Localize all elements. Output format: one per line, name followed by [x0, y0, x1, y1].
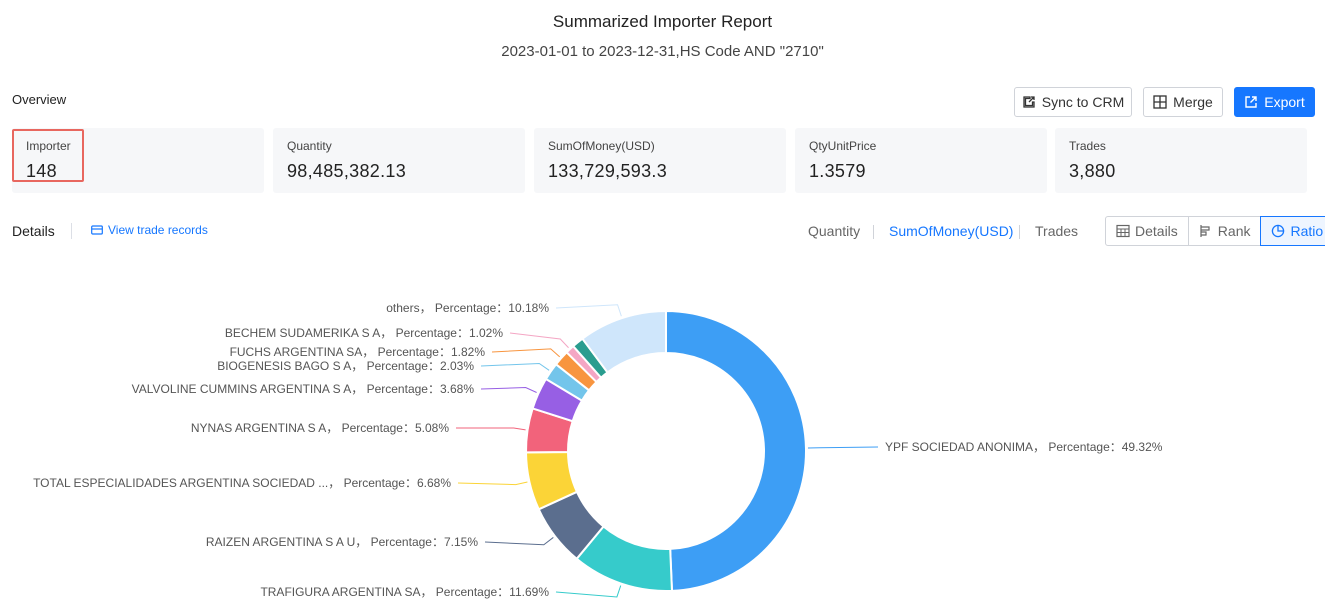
records-icon: [91, 225, 103, 235]
slice-label: YPF SOCIEDAD ANONIMA， Percentage：49.32%: [885, 440, 1163, 454]
tab-sum-of-money[interactable]: SumOfMoney(USD): [889, 223, 1014, 239]
slice-leader-line: [555, 585, 622, 598]
slice-label: NYNAS ARGENTINA S A， Percentage：5.08%: [191, 421, 449, 435]
stat-value: 1.3579: [809, 161, 866, 181]
stat-label: Importer: [26, 139, 71, 153]
pie-icon: [1272, 224, 1285, 238]
view-details-label: Details: [1135, 223, 1178, 239]
stat-card-quantity: Quantity 98,485,382.13: [273, 128, 525, 193]
merge-icon: [1153, 95, 1167, 109]
view-trade-records-link[interactable]: View trade records: [91, 223, 208, 237]
report-subtitle: 2023-01-01 to 2023-12-31,HS Code AND "27…: [501, 43, 824, 60]
slice-leader-line: [457, 481, 528, 486]
export-button[interactable]: Export: [1234, 87, 1315, 117]
view-switcher: Details Rank Ratio: [1105, 216, 1325, 246]
slice-label: others， Percentage：10.18%: [386, 301, 549, 315]
slice-label: TRAFIGURA ARGENTINA SA， Percentage：11.69…: [260, 585, 549, 599]
donut-slice-others[interactable]: [581, 309, 667, 374]
tab-separator: [873, 225, 874, 239]
slice-leader-line: [491, 348, 561, 358]
stat-label: Trades: [1069, 139, 1106, 153]
slice-leader-line: [484, 537, 554, 546]
slice-label: TOTAL ESPECIALIDADES ARGENTINA SOCIEDAD …: [33, 476, 451, 490]
merge-label: Merge: [1173, 94, 1213, 110]
slice-leader-line: [555, 304, 622, 317]
stat-value: 148: [26, 161, 57, 181]
stat-label: SumOfMoney(USD): [548, 139, 655, 153]
view-details-button[interactable]: Details: [1105, 216, 1189, 246]
donut-slice-ypf-sociedad-anonima[interactable]: [665, 309, 807, 592]
slice-leader-line: [480, 387, 537, 393]
details-divider: [71, 223, 72, 239]
stat-card-qty-unit-price: QtyUnitPrice 1.3579: [795, 128, 1047, 193]
slice-leader-line: [480, 363, 550, 371]
merge-button[interactable]: Merge: [1143, 87, 1223, 117]
sync-icon: [1023, 96, 1035, 108]
stat-label: QtyUnitPrice: [809, 139, 877, 153]
view-rank-button[interactable]: Rank: [1187, 216, 1262, 246]
view-rank-label: Rank: [1217, 223, 1251, 239]
table-icon: [1116, 224, 1130, 238]
slice-label: BECHEM SUDAMERIKA S A， Percentage：1.02%: [225, 326, 503, 340]
stat-value: 3,880: [1069, 161, 1116, 181]
export-icon: [1245, 96, 1257, 108]
view-ratio-label: Ratio: [1290, 223, 1324, 239]
rank-icon: [1200, 225, 1210, 237]
slice-leader-line: [455, 427, 526, 431]
slice-label: VALVOLINE CUMMINS ARGENTINA S A， Percent…: [132, 382, 475, 396]
tab-trades[interactable]: Trades: [1035, 223, 1079, 239]
tab-separator: [1019, 225, 1020, 239]
tab-quantity[interactable]: Quantity: [808, 223, 861, 239]
slice-leader-line: [509, 332, 569, 349]
stat-value: 98,485,382.13: [287, 161, 407, 181]
view-ratio-button[interactable]: Ratio: [1260, 216, 1325, 246]
slice-label: RAIZEN ARGENTINA S A U， Percentage：7.15%: [206, 535, 478, 549]
importer-highlight-box: [12, 129, 84, 182]
slice-leader-line: [807, 446, 879, 449]
sync-to-crm-button[interactable]: Sync to CRM: [1014, 87, 1132, 117]
sync-to-crm-label: Sync to CRM: [1041, 94, 1125, 110]
slice-label: FUCHS ARGENTINA SA， Percentage：1.82%: [230, 345, 486, 359]
view-trade-records-label: View trade records: [108, 223, 208, 237]
stat-value: 133,729,593.3: [548, 161, 668, 181]
stat-card-sum-of-money: SumOfMoney(USD) 133,729,593.3: [534, 128, 786, 193]
report-title: Summarized Importer Report: [552, 12, 773, 31]
stat-label: Quantity: [287, 139, 332, 153]
stat-card-trades: Trades 3,880: [1055, 128, 1307, 193]
stat-card-importer: Importer 148: [12, 128, 264, 193]
details-label: Details: [12, 223, 55, 239]
export-label: Export: [1264, 94, 1305, 110]
slice-label: BIOGENESIS BAGO S A， Percentage：2.03%: [217, 359, 474, 373]
overview-label: Overview: [12, 92, 67, 107]
